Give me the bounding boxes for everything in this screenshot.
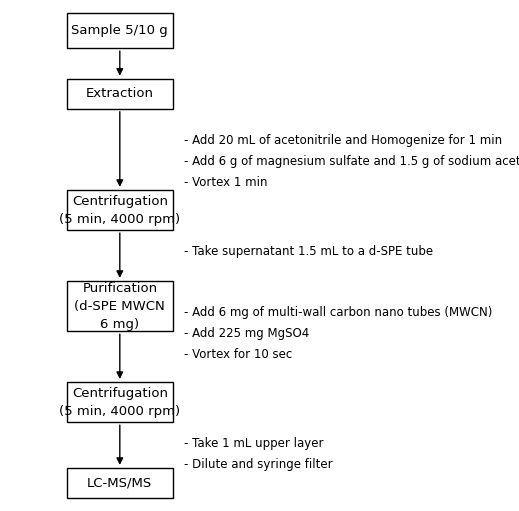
FancyBboxPatch shape — [66, 382, 173, 422]
Text: - Take supernatant 1.5 mL to a d-SPE tube: - Take supernatant 1.5 mL to a d-SPE tub… — [184, 245, 433, 259]
FancyBboxPatch shape — [66, 79, 173, 109]
Text: - Add 6 mg of multi-wall carbon nano tubes (MWCN)
- Add 225 mg MgSO4
- Vortex fo: - Add 6 mg of multi-wall carbon nano tub… — [184, 306, 492, 361]
FancyBboxPatch shape — [66, 281, 173, 331]
Text: - Take 1 mL upper layer
- Dilute and syringe filter: - Take 1 mL upper layer - Dilute and syr… — [184, 437, 332, 472]
Text: LC-MS/MS: LC-MS/MS — [87, 476, 153, 490]
FancyBboxPatch shape — [66, 13, 173, 48]
FancyBboxPatch shape — [66, 190, 173, 230]
Text: Centrifugation
(5 min, 4000 rpm): Centrifugation (5 min, 4000 rpm) — [59, 195, 181, 225]
Text: Extraction: Extraction — [86, 87, 154, 100]
Text: Purification
(d-SPE MWCN
6 mg): Purification (d-SPE MWCN 6 mg) — [74, 282, 165, 331]
Text: Centrifugation
(5 min, 4000 rpm): Centrifugation (5 min, 4000 rpm) — [59, 387, 181, 417]
Text: Sample 5/10 g: Sample 5/10 g — [72, 24, 168, 37]
Text: - Add 20 mL of acetonitrile and Homogenize for 1 min
- Add 6 g of magnesium sulf: - Add 20 mL of acetonitrile and Homogeni… — [184, 134, 519, 189]
FancyBboxPatch shape — [66, 468, 173, 498]
